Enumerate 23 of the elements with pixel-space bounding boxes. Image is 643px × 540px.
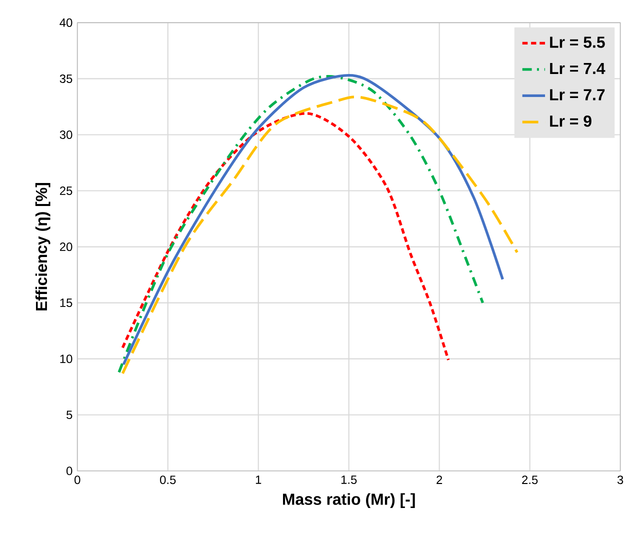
y-tick-label: 15 <box>60 298 72 307</box>
legend-label: Lr = 5.5 <box>550 36 605 48</box>
x-tick-label: 2.5 <box>522 475 538 484</box>
x-tick-label: 2 <box>436 475 442 484</box>
x-tick-label: 0 <box>74 475 80 484</box>
y-tick-label: 10 <box>60 354 72 363</box>
y-tick-label: 0 <box>66 466 72 476</box>
y-axis-title: Efficiency (η) [%] <box>35 182 50 310</box>
y-tick-label: 30 <box>60 130 72 139</box>
y-tick-label: 40 <box>60 18 72 27</box>
y-tick-label: 35 <box>60 74 72 83</box>
y-tick-label: 25 <box>60 186 72 195</box>
legend-label: Lr = 7.7 <box>550 89 605 100</box>
line-series <box>121 112 450 362</box>
x-tick-label: 0.5 <box>160 475 176 484</box>
x-axis-title: Mass ratio (Mr) [-] <box>283 493 415 508</box>
y-tick-label: 5 <box>66 410 72 419</box>
x-tick-label: 1.5 <box>341 475 357 484</box>
legend-label: Lr = 9 <box>550 115 592 127</box>
legend-label: Lr = 7.4 <box>550 62 606 74</box>
x-tick-label: 1 <box>256 475 262 484</box>
y-tick-label: 20 <box>60 242 72 251</box>
x-tick-label: 3 <box>617 475 624 484</box>
